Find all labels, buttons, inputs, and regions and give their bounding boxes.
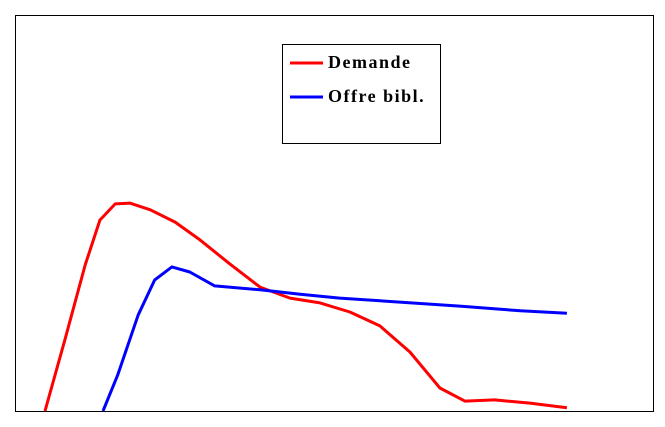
legend-label: Demande [328,52,412,72]
legend-label: Offre bibl. [328,86,425,106]
legend-box [282,44,441,144]
data-line [101,265,567,412]
data-line [43,201,568,412]
